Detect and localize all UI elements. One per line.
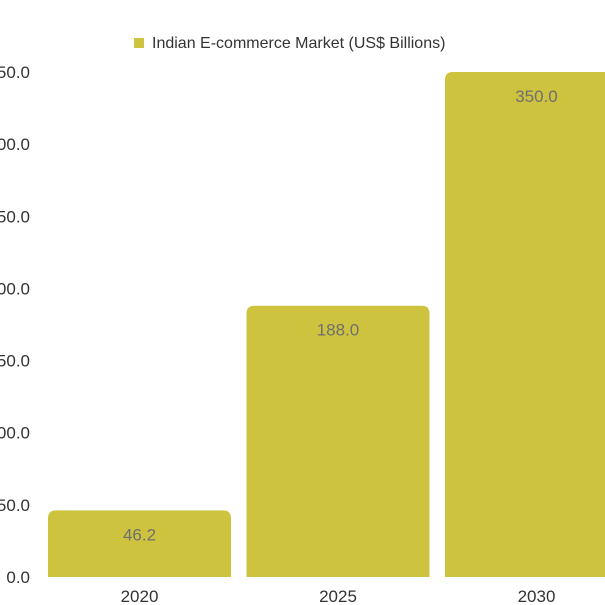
y-axis: 0.0 50.0 100.0 150.0 200.0 250.0 300.0 350.0	[0, 63, 30, 587]
x-tick-label: 2020	[121, 587, 159, 605]
bar-value-label: 46.2	[123, 525, 156, 544]
x-tick-label: 2030	[518, 587, 556, 605]
bar-2025	[246, 305, 430, 577]
y-tick-label: 0.0	[6, 568, 30, 587]
legend-swatch	[134, 38, 144, 48]
bar-2020	[48, 510, 231, 577]
x-tick-label: 2025	[319, 587, 357, 605]
legend-label: Indian E-commerce Market (US$ Billions)	[152, 35, 445, 52]
y-tick-label: 100.0	[0, 424, 30, 443]
bars: 46.2 188.0 350.0	[48, 72, 605, 577]
bar-2030	[445, 72, 605, 577]
x-axis: 2020 2025 2030	[121, 587, 556, 605]
y-tick-label: 350.0	[0, 63, 30, 82]
y-tick-label: 150.0	[0, 352, 30, 371]
y-tick-label: 50.0	[0, 496, 30, 515]
legend: Indian E-commerce Market (US$ Billions)	[134, 35, 445, 52]
y-tick-label: 200.0	[0, 279, 30, 298]
y-tick-label: 250.0	[0, 207, 30, 226]
bar-value-label: 350.0	[515, 87, 558, 106]
bar-value-label: 188.0	[317, 321, 360, 340]
y-tick-label: 300.0	[0, 135, 30, 154]
